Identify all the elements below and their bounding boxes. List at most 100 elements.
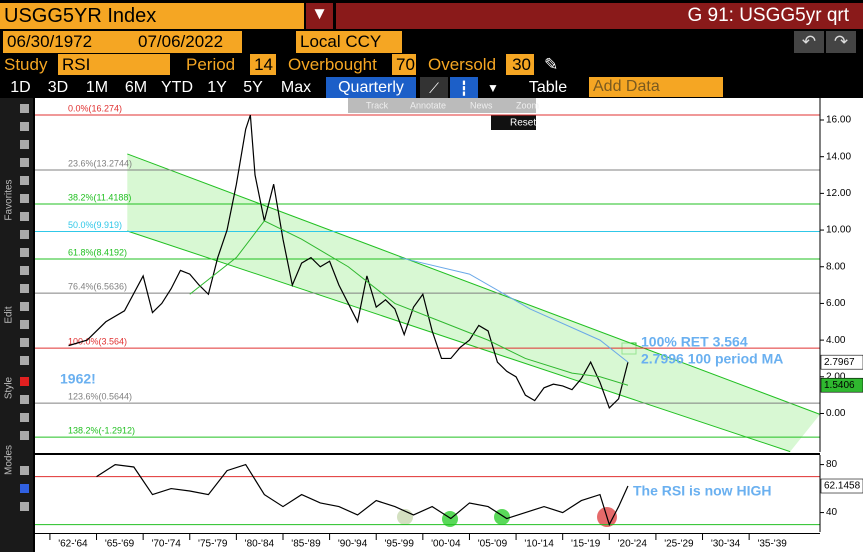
undo-button[interactable]: ↶ [794,31,824,53]
overlay-button: Track [366,100,389,110]
annotation: 1962! [60,371,96,387]
y-tick-label: 4.00 [826,335,846,346]
ticker-field[interactable]: USGG5YR Index [0,3,304,29]
range-button[interactable]: YTD [161,79,193,96]
end-date[interactable]: 07/06/2022 [134,31,242,53]
x-tick-label: '20-'24 [618,539,648,550]
level-label: 23.6%(13.2744) [68,158,132,168]
x-tick-label: '75-'79 [198,539,228,550]
channel-line [127,230,791,453]
range-button[interactable]: 1M [85,79,109,96]
period-value[interactable]: 14 [250,54,276,75]
overlay-bar [348,98,536,113]
y-tick-label: 40 [826,507,838,518]
level-label: 100.0%(3.564) [68,336,127,346]
annotation: The RSI is now HIGH [633,483,771,499]
bar-icon[interactable]: ┇ [450,77,478,98]
level-label: 0.0%(16.274) [68,103,122,113]
y-tick-label: 8.00 [826,261,846,272]
table-button[interactable]: Table [528,79,568,96]
frequency-button[interactable]: Quarterly [326,77,416,98]
annotation: 2.7996 100 period MA [641,351,783,367]
x-tick-label: '25-'29 [664,539,694,550]
currency[interactable]: Local CCY [296,31,402,53]
x-axis-panel [35,534,820,552]
range-button[interactable]: 5Y [243,79,263,96]
level-label: 38.2%(11.4188) [68,192,131,202]
pen-icon[interactable]: ✎ [544,55,559,74]
x-tick-label: '90-'94 [338,539,368,550]
series-line [96,463,629,527]
range-button[interactable]: 6M [124,79,148,96]
toolbar-icons [20,104,29,511]
level-label: 50.0%(9.919) [68,220,122,230]
study-label: Study [4,55,48,74]
last-value-label: 2.7967 [824,357,855,368]
y-tick-label: 0.00 [826,408,846,419]
rsi-panel [35,455,820,533]
overlay-button: Zoom [516,100,539,110]
x-tick-label: '65-'69 [105,539,135,550]
y-tick-label: 12.00 [826,188,851,199]
y-tick-label: 14.00 [826,151,851,162]
series-line [399,257,629,363]
range-button[interactable]: 1D [10,79,31,96]
range-button[interactable]: Max [280,79,312,96]
reset-button: Reset [510,118,536,129]
level-label: 138.2%(-1.2912) [68,426,135,436]
x-tick-label: '95-'99 [385,539,415,550]
line-icon[interactable]: ⟋ [420,77,448,98]
level-label: 61.8%(8.4192) [68,247,127,257]
annotation: 100% RET 3.564 [641,334,748,350]
x-tick-label: '05-'09 [478,539,508,550]
y-tick-label: 6.00 [826,298,846,309]
study-name[interactable]: RSI [58,54,170,75]
panel: 0.0%(16.274) 23.6%(13.2744) 38.2%(11.4188)… [35,98,863,550]
range-button[interactable]: 3D [47,79,69,96]
panel: 80 40 62.1458 The RSI is now HIGH [35,455,863,532]
y-tick-label: 10.00 [826,225,851,236]
last-value-box [820,478,863,494]
period-label: Period [186,55,236,74]
x-tick-label: '10-'14 [524,539,554,550]
series-line [189,220,629,386]
overbought-value[interactable]: 70 [392,54,416,75]
last-value-label: 1.5406 [824,380,855,391]
x-tick-label: '30-'34 [711,539,741,550]
overlay-button: Annotate [410,100,446,110]
y-axis-panel [820,98,863,552]
side-label: Modes [4,445,15,475]
x-tick-label: '85-'89 [291,539,321,550]
overlay-button: News [470,100,493,110]
side-label: Style [4,376,15,399]
x-tick-label: '35-'39 [757,539,787,550]
y-tick-label: 2.00 [826,371,846,382]
overbought-label: Overbought [288,55,377,74]
chart-menu[interactable]: ▼ [487,81,499,95]
level-label: 123.6%(0.5644) [68,392,132,402]
series-line [68,114,629,410]
menu-button[interactable]: ▼ [306,3,333,29]
reset-button-bg[interactable] [491,115,536,130]
x-tick-label: '62-'64 [58,539,88,550]
last-value-label: 62.1458 [824,481,861,492]
function-title: G 91: USGG5yr qrt [336,3,863,29]
x-tick-label: '80-'84 [245,539,275,550]
channel-line [127,153,821,415]
x-tick-label: '00-'04 [431,539,461,550]
side-label: Favorites [4,179,15,220]
last-value-box [820,354,863,370]
add-data-field[interactable]: Add Data [589,77,723,97]
y-tick-label: 16.00 [826,115,851,126]
channel-fill [127,153,821,452]
level-label: 76.4%(6.5636) [68,281,127,291]
last-value-box [820,377,863,393]
redo-button[interactable]: ↷ [826,31,856,53]
oversold-value[interactable]: 30 [506,54,534,75]
oversold-label: Oversold [428,55,497,74]
x-tick-label: '70-'74 [151,539,181,550]
side-label: Edit [4,306,15,323]
range-button[interactable]: 1Y [207,79,227,96]
